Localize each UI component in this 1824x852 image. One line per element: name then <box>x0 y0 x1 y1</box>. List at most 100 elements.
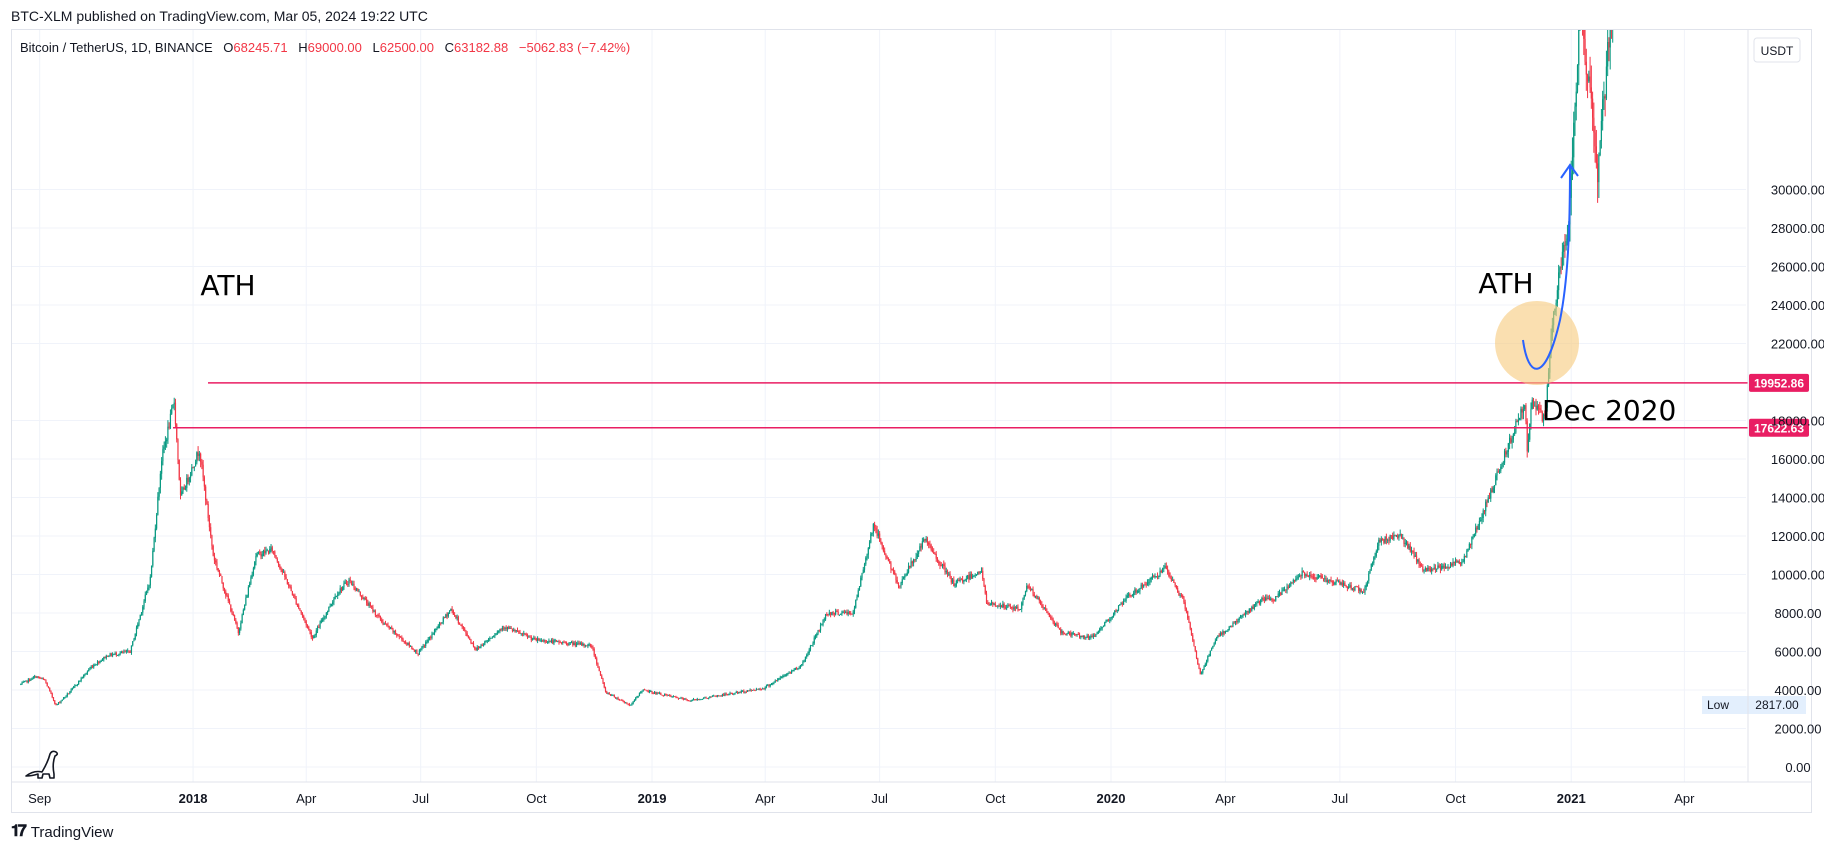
candle <box>1217 635 1219 639</box>
candle-body <box>1262 598 1264 600</box>
candle <box>75 684 77 687</box>
candle <box>1174 582 1176 588</box>
candle <box>1525 403 1527 425</box>
candle-body <box>1242 614 1244 616</box>
candle-body <box>799 665 802 668</box>
candle <box>80 676 82 683</box>
candle-body <box>1309 574 1311 577</box>
candle-body <box>1275 596 1277 601</box>
candle <box>946 569 949 578</box>
candle-body <box>397 635 399 637</box>
candle <box>994 601 996 608</box>
candle-body <box>1228 626 1230 631</box>
candle-body <box>40 678 42 679</box>
candle-body <box>152 550 154 566</box>
candle-body <box>911 561 913 564</box>
candle <box>113 653 115 656</box>
candle-body <box>652 693 654 695</box>
candle-body <box>1579 4 1580 8</box>
candle-body <box>403 641 405 643</box>
candle <box>570 640 573 644</box>
candle <box>316 625 319 634</box>
candle <box>858 586 861 591</box>
candle-body <box>342 586 344 591</box>
candle <box>1047 611 1049 615</box>
candle <box>960 578 962 581</box>
candle-body <box>1578 30 1580 66</box>
candle-body <box>1291 582 1293 584</box>
candle-body <box>1403 537 1405 544</box>
candle-body <box>1165 565 1167 569</box>
candle <box>716 694 719 698</box>
candle-body <box>1011 607 1013 608</box>
candle-body <box>27 679 29 683</box>
candle-body <box>42 678 45 680</box>
candle-body <box>845 612 847 613</box>
candle-body <box>1531 399 1533 409</box>
candle <box>1036 594 1038 600</box>
candle <box>713 694 715 697</box>
candle <box>1449 561 1452 569</box>
candle <box>537 636 539 644</box>
candle <box>593 647 595 657</box>
candle <box>1534 401 1536 407</box>
candle-body <box>733 693 735 695</box>
candle-body <box>1091 636 1093 637</box>
candle <box>168 422 170 430</box>
candle <box>1446 566 1448 569</box>
candle <box>1586 73 1589 99</box>
candle-body <box>145 590 148 595</box>
candle-body <box>20 684 22 685</box>
candle-body <box>780 677 783 679</box>
candle <box>816 632 818 638</box>
candle-body <box>578 642 580 644</box>
candle-body <box>1336 580 1338 582</box>
candle-body <box>1075 634 1077 635</box>
candle-body <box>918 550 920 554</box>
symbol-legend: Bitcoin / TetherUS, 1D, BINANCE O68245.7… <box>20 40 630 55</box>
candle-body <box>1120 603 1122 605</box>
tradingview-footer[interactable]: 𝟏𝟕 TradingView <box>11 823 113 841</box>
candle <box>744 691 746 694</box>
candle <box>847 609 849 617</box>
candle <box>943 560 945 570</box>
candle <box>573 641 575 646</box>
candle-body <box>759 688 761 690</box>
candle-body <box>843 611 846 613</box>
candle <box>1405 540 1408 546</box>
candle <box>1505 447 1507 458</box>
candle-body <box>100 660 102 662</box>
candle <box>1424 566 1426 572</box>
candle-body <box>1016 606 1018 609</box>
candle <box>492 635 495 638</box>
candle <box>682 697 685 701</box>
candle <box>1517 413 1520 426</box>
candle-body <box>1166 568 1169 572</box>
candle-body <box>900 583 902 586</box>
candle-body <box>76 684 78 686</box>
candle <box>889 558 891 564</box>
candle-body <box>485 640 487 642</box>
candle-body <box>1119 604 1121 606</box>
candle-body <box>1447 566 1449 568</box>
candle-body <box>1019 609 1022 611</box>
candle-body <box>631 703 633 705</box>
candle-body <box>1388 539 1390 541</box>
candle-body <box>661 694 663 696</box>
candle-body <box>65 696 67 697</box>
candle-body <box>1105 621 1107 623</box>
candle <box>462 626 465 631</box>
candle <box>1563 241 1565 266</box>
candle <box>773 681 775 685</box>
candle-body <box>402 639 404 642</box>
candle <box>1153 574 1155 578</box>
candle <box>30 678 32 681</box>
candle <box>705 696 707 699</box>
candle-body <box>1193 640 1195 647</box>
candle <box>731 692 734 695</box>
candle-body <box>539 640 541 642</box>
candle-body <box>1031 589 1033 591</box>
candle-body <box>64 696 66 698</box>
